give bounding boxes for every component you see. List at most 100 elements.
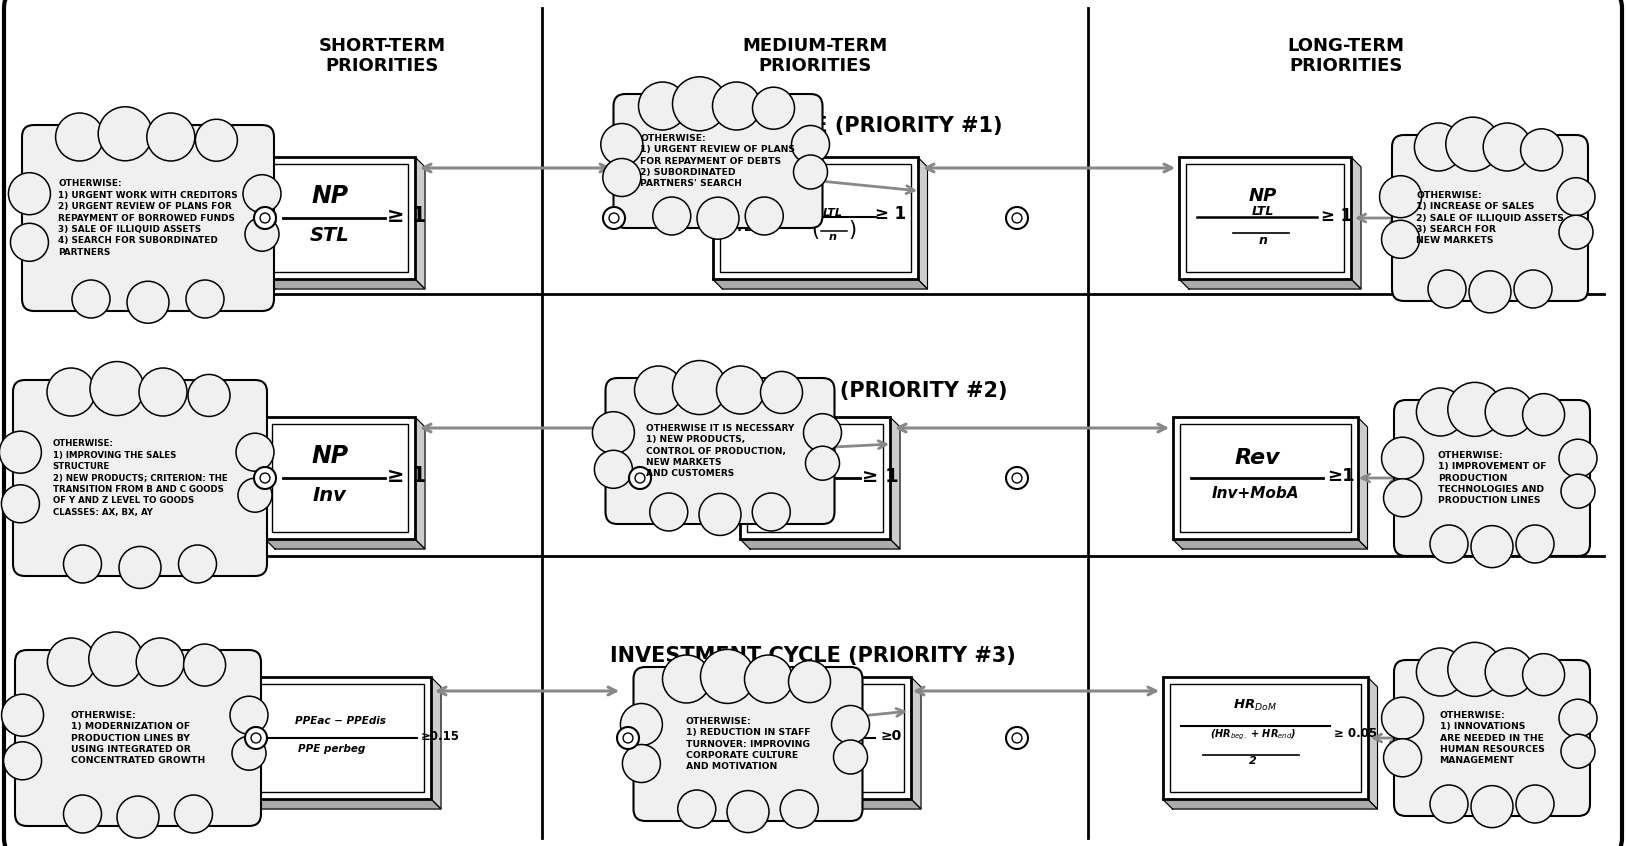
Text: PPE perbeg: PPE perbeg bbox=[299, 744, 366, 754]
FancyArrowPatch shape bbox=[927, 164, 1172, 172]
Text: OTHERWISE IT IS NECESSARY
1) NEW PRODUCTS,
CONTROL OF PRODUCTION,
NEW MARKETS
AN: OTHERWISE IT IS NECESSARY 1) NEW PRODUCT… bbox=[646, 424, 793, 478]
Circle shape bbox=[623, 733, 633, 743]
Text: n: n bbox=[1259, 234, 1267, 247]
Text: OTHERWISE:
1) REDUCTION IN STAFF
TURNOVER: IMPROVING
CORPORATE CULTURE
AND MOTIV: OTHERWISE: 1) REDUCTION IN STAFF TURNOVE… bbox=[686, 717, 810, 772]
Circle shape bbox=[1559, 699, 1597, 737]
FancyArrowPatch shape bbox=[1358, 214, 1398, 222]
Polygon shape bbox=[1367, 677, 1377, 809]
Circle shape bbox=[185, 280, 224, 318]
Circle shape bbox=[1011, 473, 1023, 483]
Text: HR  perbeg: HR perbeg bbox=[772, 744, 842, 754]
Text: OTHERWISE:
1) URGENT WORK WITH CREDITORS
2) URGENT REVIEW OF PLANS FOR
REPAYMENT: OTHERWISE: 1) URGENT WORK WITH CREDITORS… bbox=[59, 179, 237, 257]
Circle shape bbox=[699, 493, 741, 536]
Circle shape bbox=[636, 473, 646, 483]
Polygon shape bbox=[415, 157, 424, 289]
FancyArrowPatch shape bbox=[761, 441, 886, 454]
Text: MEDIUM-TERM
PRIORITIES: MEDIUM-TERM PRIORITIES bbox=[743, 36, 888, 75]
Circle shape bbox=[603, 207, 624, 229]
Circle shape bbox=[47, 368, 94, 416]
Circle shape bbox=[184, 644, 226, 686]
Circle shape bbox=[745, 655, 792, 703]
Text: ≥ 1: ≥ 1 bbox=[387, 466, 426, 486]
Circle shape bbox=[127, 281, 169, 323]
Circle shape bbox=[603, 158, 641, 196]
Circle shape bbox=[634, 366, 683, 414]
Polygon shape bbox=[712, 279, 927, 289]
Text: ≥ 1: ≥ 1 bbox=[387, 206, 426, 226]
Circle shape bbox=[1006, 727, 1028, 749]
Polygon shape bbox=[740, 539, 901, 549]
Circle shape bbox=[10, 223, 49, 261]
Circle shape bbox=[233, 736, 267, 770]
Circle shape bbox=[616, 727, 639, 749]
Text: ≥ 1: ≥ 1 bbox=[1320, 207, 1353, 225]
Circle shape bbox=[119, 547, 161, 589]
Circle shape bbox=[1447, 642, 1502, 696]
Circle shape bbox=[1485, 388, 1533, 436]
Text: MobA: MobA bbox=[779, 486, 836, 504]
Circle shape bbox=[1485, 648, 1533, 696]
Circle shape bbox=[1468, 271, 1511, 313]
Circle shape bbox=[137, 638, 184, 686]
Bar bbox=[740, 417, 889, 539]
Text: ≥ 0.05: ≥ 0.05 bbox=[1333, 727, 1377, 739]
Circle shape bbox=[1558, 178, 1595, 216]
Circle shape bbox=[1522, 393, 1564, 436]
Circle shape bbox=[673, 77, 727, 131]
Text: (: ( bbox=[811, 220, 820, 240]
Circle shape bbox=[712, 82, 761, 130]
Circle shape bbox=[753, 87, 795, 129]
Circle shape bbox=[174, 795, 213, 833]
Circle shape bbox=[246, 217, 280, 251]
Text: OTHERWISE:
1) IMPROVING THE SALES
STRUCTURE
2) NEW PRODUCTS; CRITERION: THE
TRAN: OTHERWISE: 1) IMPROVING THE SALES STRUCT… bbox=[52, 439, 228, 517]
Circle shape bbox=[727, 791, 769, 832]
Circle shape bbox=[89, 361, 145, 415]
Circle shape bbox=[1561, 475, 1595, 508]
Circle shape bbox=[662, 655, 711, 703]
Polygon shape bbox=[1163, 799, 1377, 809]
FancyBboxPatch shape bbox=[13, 380, 267, 576]
Circle shape bbox=[117, 796, 159, 838]
Bar bbox=[272, 164, 408, 272]
Circle shape bbox=[1379, 176, 1421, 217]
FancyArrowPatch shape bbox=[1374, 734, 1398, 742]
Circle shape bbox=[600, 124, 642, 166]
Circle shape bbox=[179, 545, 216, 583]
Text: ≥1: ≥1 bbox=[1327, 467, 1354, 485]
Circle shape bbox=[621, 704, 662, 745]
Circle shape bbox=[698, 197, 738, 239]
Circle shape bbox=[195, 119, 237, 162]
Circle shape bbox=[745, 197, 784, 235]
Circle shape bbox=[2, 695, 44, 736]
Text: NP: NP bbox=[312, 444, 348, 468]
Circle shape bbox=[678, 790, 715, 828]
Bar bbox=[1185, 164, 1345, 272]
Circle shape bbox=[237, 478, 272, 512]
Circle shape bbox=[650, 493, 688, 531]
Circle shape bbox=[0, 431, 41, 473]
FancyArrowPatch shape bbox=[915, 687, 1156, 695]
Text: STL: STL bbox=[311, 226, 350, 245]
Bar bbox=[265, 417, 415, 539]
Bar bbox=[1179, 157, 1351, 279]
Circle shape bbox=[1416, 388, 1465, 436]
Text: FINANCIAL CYCLE (PRIORITY #1): FINANCIAL CYCLE (PRIORITY #1) bbox=[623, 116, 1003, 136]
Circle shape bbox=[1429, 525, 1468, 563]
Circle shape bbox=[793, 155, 828, 189]
Circle shape bbox=[610, 213, 620, 223]
Circle shape bbox=[1428, 270, 1467, 308]
Bar bbox=[725, 684, 904, 792]
Bar bbox=[255, 684, 424, 792]
FancyArrowPatch shape bbox=[252, 474, 272, 482]
Text: 2: 2 bbox=[1249, 756, 1257, 766]
FancyArrowPatch shape bbox=[756, 172, 914, 194]
Circle shape bbox=[761, 371, 803, 414]
Text: OTHERWISE:
1) INCREASE OF SALES
2) SALE OF ILLIQUID ASSETS
3) SEARCH FOR
NEW MAR: OTHERWISE: 1) INCREASE OF SALES 2) SALE … bbox=[1416, 190, 1564, 245]
FancyArrowPatch shape bbox=[423, 424, 608, 432]
Polygon shape bbox=[719, 799, 920, 809]
Bar bbox=[746, 424, 883, 532]
Circle shape bbox=[1382, 437, 1423, 479]
Circle shape bbox=[55, 113, 104, 161]
Circle shape bbox=[717, 366, 764, 414]
Circle shape bbox=[1415, 123, 1462, 171]
